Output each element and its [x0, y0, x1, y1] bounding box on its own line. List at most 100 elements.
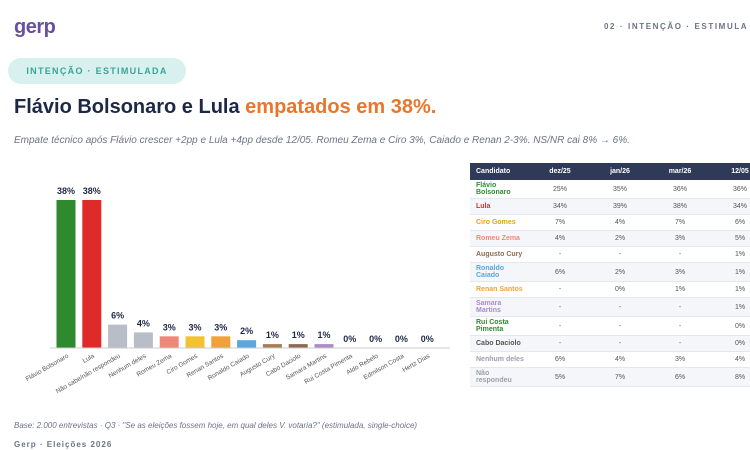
table-cell: 0%	[710, 335, 750, 352]
candidate-name: Renan Santos	[470, 281, 530, 298]
table-row: Romeu Zema 4% 2% 3% 5%	[470, 230, 750, 247]
table-cell: -	[650, 297, 710, 317]
bar	[288, 344, 308, 348]
value-label: 0%	[395, 334, 408, 344]
table-cell: 1%	[710, 297, 750, 317]
value-label: 0%	[369, 334, 382, 344]
value-label: 4%	[137, 318, 150, 328]
bar	[262, 344, 282, 348]
table-cell: 6%	[530, 351, 590, 368]
table-cell: 4%	[590, 351, 650, 368]
value-label: 2%	[240, 326, 253, 336]
bar	[211, 336, 231, 348]
table-cell: 2%	[590, 262, 650, 282]
candidate-name: Ronaldo Caiado	[470, 262, 530, 282]
table-row: Não respondeu 5% 7% 6% 8%	[470, 367, 750, 387]
table-cell: 8%	[710, 367, 750, 387]
candidate-name: Romeu Zema	[470, 230, 530, 247]
table-cell: -	[590, 246, 650, 263]
table-cell: 7%	[650, 214, 710, 231]
table-row: Ciro Gomes 7% 4% 7% 6%	[470, 214, 750, 231]
table-cell: -	[590, 297, 650, 317]
table-cell: 1%	[710, 246, 750, 263]
column-header: Candidato	[470, 163, 530, 180]
footer-brand: Gerp · Eleições 2026	[14, 440, 113, 449]
candidate-name: Augusto Cury	[470, 246, 530, 263]
table-cell: 1%	[650, 281, 710, 298]
table-cell: 7%	[590, 367, 650, 387]
table-cell: 7%	[530, 214, 590, 231]
value-label: 3%	[163, 322, 176, 332]
table-row: Rui Costa Pimenta - - -0%	[470, 316, 750, 336]
table-cell: 4%	[710, 351, 750, 368]
section-label: 02 · INTENÇÃO · ESTIMULA	[604, 22, 749, 31]
bar	[56, 200, 76, 348]
bar	[82, 200, 102, 348]
candidate-name: Ciro Gomes	[470, 214, 530, 231]
bar	[314, 344, 334, 348]
column-header: dez/25	[530, 163, 590, 180]
candidate-name: Nenhum deles	[470, 351, 530, 368]
history-table: Candidato dez/25 jan/26 mar/26 12/05 Flávio B…	[470, 163, 750, 387]
candidate-name: Samara Martins	[470, 297, 530, 317]
table-cell: 36%	[650, 180, 710, 199]
column-header: jan/26	[590, 163, 650, 180]
title: Flávio Bolsonaro e Lula empatados em 38%…	[14, 96, 436, 119]
table-row: Flávio Bolsonaro 25% 35% 36% 36%	[470, 180, 750, 199]
table-cell: 5%	[710, 230, 750, 247]
table-cell: 3%	[650, 351, 710, 368]
value-label: 3%	[188, 322, 201, 332]
table-cell: 6%	[530, 262, 590, 282]
table-cell: 2%	[590, 230, 650, 247]
x-tick-label: Flávio Bolsonaro	[25, 352, 71, 382]
candidate-name: Não respondeu	[470, 367, 530, 387]
table-row: Samara Martins - - -1%	[470, 297, 750, 317]
table-cell: 6%	[650, 367, 710, 387]
table-cell: -	[590, 316, 650, 336]
table-cell: -	[530, 335, 590, 352]
table-cell: -	[650, 335, 710, 352]
table-cell: -	[530, 246, 590, 263]
bar	[108, 324, 128, 348]
value-label: 38%	[57, 186, 75, 196]
table-cell: 4%	[590, 214, 650, 231]
subtitle: Empate técnico após Flávio crescer +2pp …	[14, 135, 630, 146]
table-cell: 3%	[650, 262, 710, 282]
table-cell: -	[530, 281, 590, 298]
table-cell: -	[590, 335, 650, 352]
table-cell: 38%	[650, 198, 710, 215]
table-cell: 5%	[530, 367, 590, 387]
value-label: 6%	[111, 311, 124, 321]
candidate-name: Lula	[470, 198, 530, 215]
logo: gerp	[14, 16, 56, 38]
bar	[133, 332, 153, 348]
bar	[185, 336, 205, 348]
table-row: Nenhum deles 6% 4% 3% 4%	[470, 351, 750, 368]
candidate-name: Flávio Bolsonaro	[470, 180, 530, 199]
title-text: Flávio Bolsonaro e Lula	[14, 96, 246, 118]
bar	[159, 336, 179, 348]
value-label: 3%	[214, 322, 227, 332]
value-label: 0%	[343, 334, 356, 344]
table-row: Lula 34% 39% 38% 34%	[470, 198, 750, 215]
table-cell: -	[530, 316, 590, 336]
table-body: Flávio Bolsonaro 25% 35% 36% 36% Lula 34% 39% 38…	[470, 180, 750, 387]
table-cell: 36%	[710, 180, 750, 199]
table-cell: 6%	[710, 214, 750, 231]
value-label: 1%	[292, 330, 305, 340]
table-cell: -	[650, 246, 710, 263]
column-header: mar/26	[650, 163, 710, 180]
table-cell: 35%	[590, 180, 650, 199]
table-cell: 1%	[710, 262, 750, 282]
value-label: 1%	[266, 330, 279, 340]
table-cell: 39%	[590, 198, 650, 215]
footnote: Base: 2.000 entrevistas · Q3 · "Se as el…	[14, 421, 418, 430]
x-tick-label: Lula	[82, 352, 96, 364]
table-cell: -	[650, 316, 710, 336]
column-header: 12/05	[710, 163, 750, 180]
value-label: 1%	[317, 330, 330, 340]
value-label: 0%	[421, 334, 434, 344]
table-cell: 0%	[590, 281, 650, 298]
table-cell: 4%	[530, 230, 590, 247]
